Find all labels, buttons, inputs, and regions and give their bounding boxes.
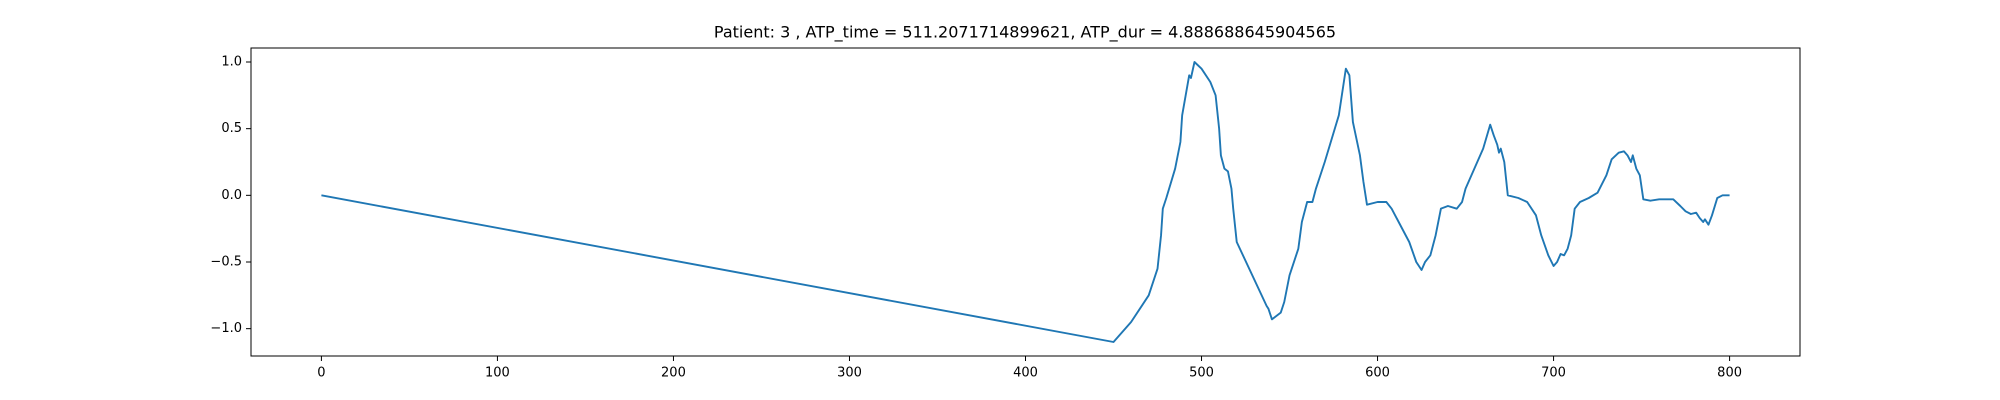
x-tick-label: 500 bbox=[1189, 366, 1214, 381]
plot-frame bbox=[250, 47, 1801, 357]
x-tick-label: 0 bbox=[317, 366, 325, 381]
x-tick-label: 200 bbox=[661, 366, 686, 381]
y-tick-label: 0.5 bbox=[221, 121, 242, 136]
x-tick-label: 600 bbox=[1365, 366, 1390, 381]
line-series bbox=[321, 61, 1730, 343]
y-tick-label: −1.0 bbox=[210, 321, 242, 336]
x-tick-label: 300 bbox=[837, 366, 862, 381]
chart-title: Patient: 3 , ATP_time = 511.207171489962… bbox=[714, 23, 1336, 43]
y-tick-label: 0.0 bbox=[221, 188, 242, 203]
x-tick-label: 800 bbox=[1717, 366, 1742, 381]
y-tick-label: −0.5 bbox=[210, 255, 242, 270]
x-tick-label: 400 bbox=[1013, 366, 1038, 381]
x-tick-label: 100 bbox=[485, 366, 510, 381]
y-tick-label: 1.0 bbox=[221, 55, 242, 70]
x-tick-label: 700 bbox=[1541, 366, 1566, 381]
